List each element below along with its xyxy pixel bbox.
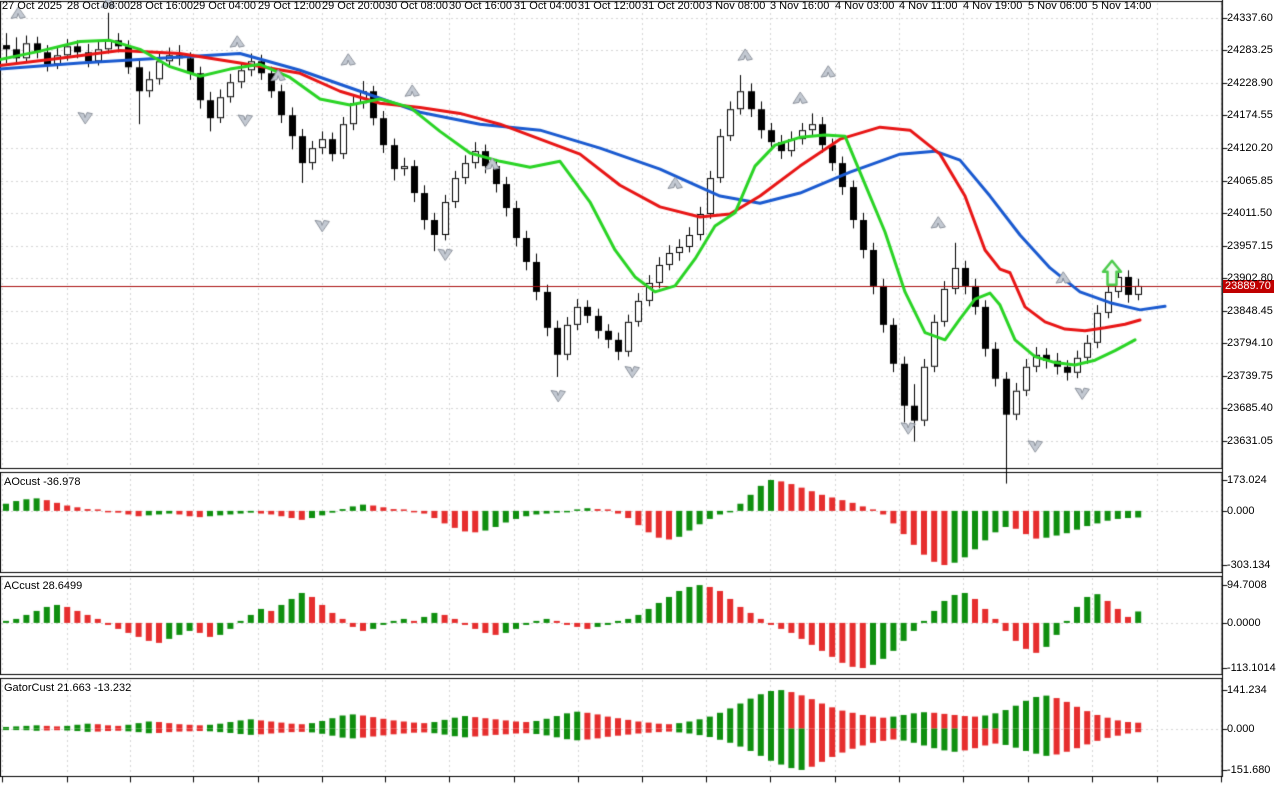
price-axis-label-9: 23848.45	[1227, 305, 1273, 317]
price-axis-label-2: 24228.90	[1227, 77, 1273, 89]
time-axis-label-13: 4 Nov 03:00	[835, 0, 895, 12]
price-axis-label-5: 24065.85	[1227, 175, 1273, 187]
price-axis-label-8: 23902.80	[1227, 272, 1273, 284]
time-axis-label-4: 29 Oct 12:00	[258, 0, 321, 12]
time-axis-label-7: 30 Oct 16:00	[449, 0, 512, 12]
price-axis-label-3: 24174.55	[1227, 109, 1273, 121]
time-axis-label-1: 28 Oct 08:00	[67, 0, 130, 12]
time-axis-label-3: 29 Oct 04:00	[193, 0, 256, 12]
gatorcust-axis-label-2: -151.680	[1227, 764, 1271, 776]
price-axis-label-0: 24337.60	[1227, 12, 1273, 24]
aocust-axis-label-1: 0.000	[1227, 505, 1255, 517]
price-axis-label-4: 24120.20	[1227, 142, 1273, 154]
aocust-axis-label-0: 173.024	[1227, 474, 1267, 486]
price-axis-label-6: 24011.50	[1227, 207, 1273, 219]
ao-indicator-title: AOcust -36.978	[4, 476, 81, 488]
time-axis-label-8: 31 Oct 04:00	[514, 0, 577, 12]
time-axis-label-5: 29 Oct 20:00	[322, 0, 385, 12]
time-axis-label-14: 4 Nov 11:00	[899, 0, 958, 12]
time-axis-label-6: 30 Oct 08:00	[385, 0, 448, 12]
time-axis-label-17: 5 Nov 14:00	[1092, 0, 1152, 12]
time-axis-label-10: 31 Oct 20:00	[642, 0, 705, 12]
time-axis-label-9: 31 Oct 12:00	[578, 0, 641, 12]
current-price-badge: 23889.70	[1223, 279, 1274, 293]
price-axis-label-1: 24283.25	[1227, 44, 1273, 56]
price-axis-label-7: 23957.15	[1227, 240, 1273, 252]
time-axis-label-11: 3 Nov 08:00	[706, 0, 766, 12]
aocust-axis-label-2: -303.134	[1227, 559, 1271, 571]
accust-axis-label-0: 94.7008	[1227, 579, 1267, 591]
price-axis-label-13: 23631.05	[1227, 435, 1273, 447]
price-axis-label-10: 23794.10	[1227, 337, 1273, 349]
gatorcust-axis-label-0: 141.234	[1227, 684, 1267, 696]
accust-axis-label-1: 0.0000	[1227, 617, 1261, 629]
gatorcust-axis-label-1: 0.000	[1227, 723, 1255, 735]
time-axis-label-15: 4 Nov 19:00	[963, 0, 1023, 12]
time-axis-label-2: 28 Oct 16:00	[130, 0, 193, 12]
price-axis-label-11: 23739.75	[1227, 370, 1273, 382]
price-axis-label-12: 23685.40	[1227, 402, 1273, 414]
ac-indicator-title: ACcust 28.6499	[4, 580, 83, 592]
gator-indicator-title: GatorCust 21.663 -13.232	[4, 682, 132, 694]
time-axis-label-12: 3 Nov 16:00	[770, 0, 830, 12]
time-axis-label-0: 27 Oct 2025	[2, 0, 62, 12]
accust-axis-label-2: -113.1014	[1227, 662, 1276, 674]
time-axis-label-16: 5 Nov 06:00	[1028, 0, 1088, 12]
